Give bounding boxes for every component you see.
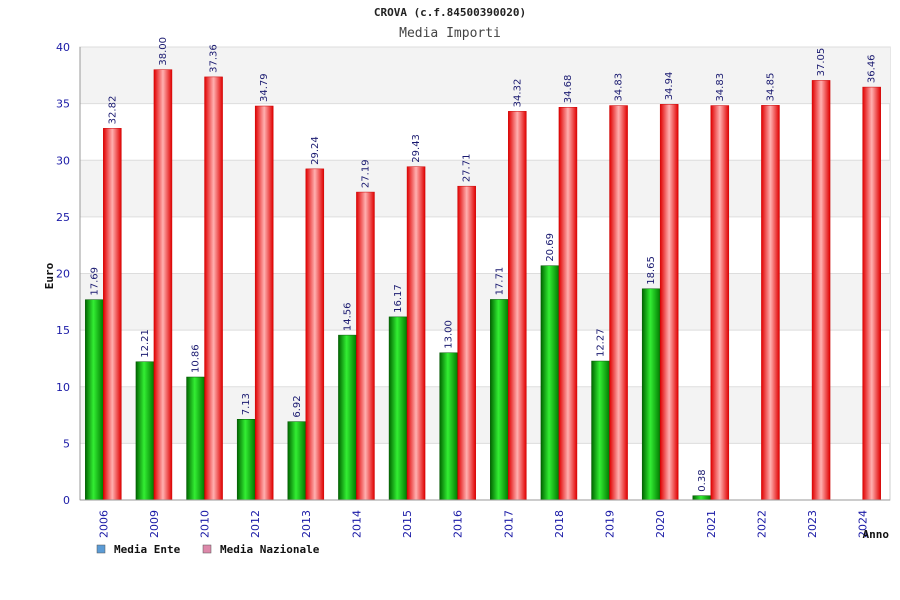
value-label: 10.86	[191, 344, 202, 373]
bar-media-nazionale-2014	[356, 191, 375, 501]
value-label: 12.21	[140, 329, 151, 358]
chart-subtitle: Media Importi	[399, 26, 501, 41]
x-tick-label: 2020	[654, 510, 667, 538]
value-label: 7.13	[241, 393, 252, 415]
x-axis-title: Anno	[863, 528, 890, 541]
x-tick-label: 2010	[199, 510, 212, 538]
value-label: 34.79	[259, 73, 270, 102]
bars	[85, 69, 881, 501]
bar-media-nazionale-2006	[103, 128, 122, 501]
x-tick-label: 2017	[502, 510, 515, 538]
x-tick-label: 2016	[452, 510, 465, 538]
bar-media-nazionale-2012	[254, 105, 274, 501]
legend-swatch	[202, 544, 212, 554]
x-tick-label: 2013	[300, 510, 313, 538]
value-label: 34.83	[715, 73, 726, 102]
bar-media-nazionale-2013	[305, 168, 325, 501]
value-label: 12.27	[596, 328, 607, 357]
bar-media-ente-2010	[186, 376, 205, 501]
legend-label: Media Ente	[114, 543, 181, 556]
y-axis-title: Euro	[43, 262, 56, 289]
value-label: 20.69	[545, 233, 556, 262]
x-tick-label: 2014	[350, 510, 363, 538]
x-tick-label: 2009	[148, 510, 161, 538]
bar-media-ente-2018	[540, 265, 560, 501]
value-label: 34.83	[614, 73, 625, 102]
legend-swatch	[96, 544, 106, 554]
x-axis: 2006 2009 2010 2012 2013 2014 2015 2016 2017 2018…	[80, 499, 890, 538]
y-tick-label: 40	[56, 41, 70, 54]
x-tick-label: 2006	[97, 510, 110, 538]
bar-media-nazionale-2020	[659, 104, 679, 501]
value-label: 17.71	[494, 267, 505, 296]
x-tick-label: 2024	[857, 510, 870, 538]
x-tick-label: 2021	[705, 510, 718, 538]
bar-media-nazionale-2021	[710, 105, 730, 501]
x-tick-label: 2012	[249, 510, 262, 538]
value-label: 27.71	[462, 154, 473, 183]
value-label: 36.46	[867, 54, 878, 83]
value-label: 29.43	[411, 134, 422, 163]
legend: Media Ente Media Nazionale	[96, 543, 320, 556]
y-tick-label: 5	[63, 437, 70, 450]
x-tick-label: 2023	[806, 510, 819, 538]
value-label: 34.94	[664, 72, 675, 101]
bar-media-nazionale-2017	[508, 111, 527, 501]
x-tick-label: 2019	[604, 510, 617, 538]
bar-media-ente-2012	[236, 419, 256, 501]
value-label: 29.24	[310, 136, 321, 165]
bar-media-ente-2013	[287, 421, 307, 501]
y-tick-label: 20	[56, 268, 70, 281]
value-label: 0.38	[697, 469, 708, 491]
bar-media-ente-2016	[439, 352, 458, 501]
y-tick-label: 15	[56, 324, 70, 337]
bar-media-nazionale-2022	[761, 105, 780, 501]
bar-media-ente-2021	[692, 495, 712, 501]
bar-media-nazionale-2024	[862, 86, 881, 501]
bar-media-nazionale-2023	[811, 80, 831, 501]
y-axis: 0 5 10 15 20 25 30 35 40	[56, 41, 81, 507]
bar-media-ente-2014	[338, 334, 357, 501]
value-label: 34.32	[512, 79, 523, 108]
bar-media-ente-2017	[490, 299, 509, 501]
bar-media-ente-2020	[641, 288, 661, 501]
y-tick-label: 25	[56, 211, 70, 224]
value-label: 6.92	[292, 395, 303, 417]
bar-media-ente-2019	[591, 360, 610, 501]
y-tick-label: 35	[56, 98, 70, 111]
value-label: 38.00	[158, 37, 169, 66]
value-labels: 17.69 32.82 12.21 38.00 10.86 37.36 7.13 34.79 6…	[89, 37, 877, 492]
value-label: 34.85	[765, 73, 776, 102]
bar-media-nazionale-2009	[153, 69, 173, 501]
value-label: 18.65	[646, 256, 657, 285]
x-tick-label: 2015	[401, 510, 414, 538]
y-tick-label: 10	[56, 381, 70, 394]
legend-label: Media Nazionale	[220, 543, 320, 556]
bar-media-ente-2009	[135, 361, 155, 501]
value-label: 37.05	[816, 48, 827, 77]
bar-media-ente-2015	[388, 316, 408, 501]
value-label: 14.56	[342, 302, 353, 331]
bar-media-nazionale-2018	[558, 106, 578, 501]
value-label: 34.68	[563, 75, 574, 104]
x-tick-label: 2018	[553, 510, 566, 538]
chart-title: CROVA (c.f.84500390020)	[373, 6, 527, 19]
y-tick-label: 30	[56, 154, 70, 167]
bar-media-ente-2006	[85, 299, 104, 501]
bar-media-nazionale-2010	[204, 76, 223, 501]
value-label: 17.69	[89, 267, 100, 296]
value-label: 32.82	[107, 96, 118, 125]
value-label: 13.00	[444, 320, 455, 349]
bar-media-nazionale-2019	[609, 105, 628, 501]
value-label: 37.36	[209, 44, 220, 73]
bar-media-nazionale-2016	[457, 185, 476, 501]
bar-media-nazionale-2015	[406, 166, 426, 501]
y-tick-label: 0	[63, 494, 70, 507]
x-tick-label: 2022	[755, 510, 768, 538]
value-label: 27.19	[360, 159, 371, 188]
value-label: 16.17	[393, 284, 404, 313]
